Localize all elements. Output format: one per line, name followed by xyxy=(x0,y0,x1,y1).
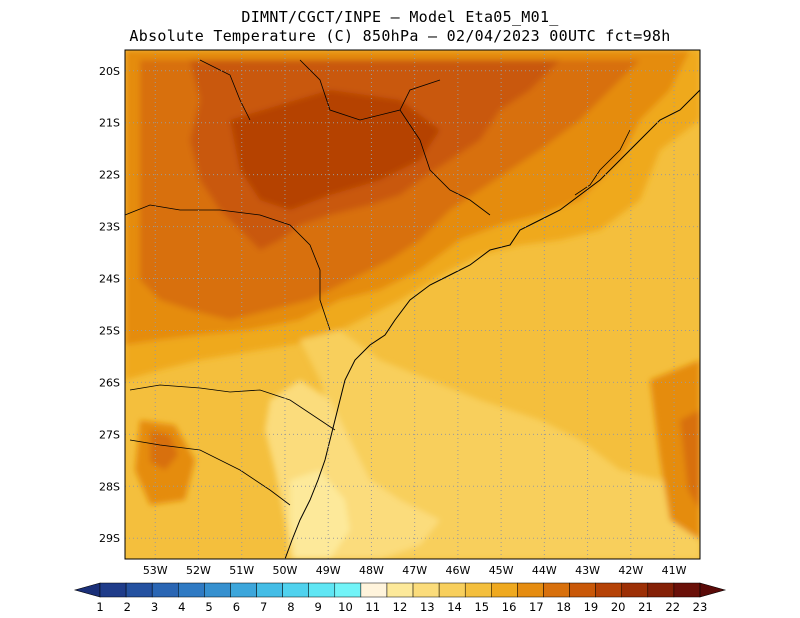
colorbar-label: 5 xyxy=(205,600,212,614)
colorbar-label: 15 xyxy=(474,600,489,614)
colorbar-swatch xyxy=(569,582,596,598)
longitude-label: 47W xyxy=(402,564,427,577)
colorbar-label: 19 xyxy=(584,600,599,614)
state-borders xyxy=(125,59,631,506)
longitude-label: 44W xyxy=(532,564,557,577)
longitude-label: 46W xyxy=(445,564,470,577)
colorbar-swatch xyxy=(151,582,179,598)
colorbar-label: 16 xyxy=(502,600,517,614)
longitude-label: 49W xyxy=(316,564,341,577)
map-title-line-2: Absolute Temperature (C) 850hPa — 02/04/… xyxy=(129,27,671,45)
colorbar-swatch xyxy=(621,582,649,598)
colorbar-swatch xyxy=(673,582,701,598)
temperature-field xyxy=(125,50,700,559)
colorbar-swatch xyxy=(438,582,466,598)
latitude-label: 23S xyxy=(99,221,120,234)
colorbar-swatch xyxy=(99,582,127,598)
map-frame xyxy=(124,49,701,560)
colorbar-label: 20 xyxy=(611,600,626,614)
colorbar-swatch xyxy=(256,582,283,598)
colorbar-swatch xyxy=(517,582,544,598)
latitude-label: 27S xyxy=(99,428,120,441)
colorbar-swatch xyxy=(204,582,231,598)
colorbar-swatch xyxy=(412,582,440,598)
colorbar-swatch xyxy=(178,582,205,598)
graticule xyxy=(125,50,700,559)
colorbar-label: 11 xyxy=(365,600,380,614)
colorbar-swatch xyxy=(595,582,622,598)
colorbar-label: 4 xyxy=(178,600,185,614)
longitude-label: 42W xyxy=(618,564,643,577)
colorbar-label: 2 xyxy=(124,600,131,614)
colorbar-swatch xyxy=(308,582,336,598)
colorbar-label: 9 xyxy=(315,600,322,614)
colorbar-label: 18 xyxy=(556,600,571,614)
latitude-label: 21S xyxy=(99,117,120,130)
colorbar-label: 22 xyxy=(665,600,680,614)
colorbar-label: 3 xyxy=(151,600,158,614)
longitude-label: 52W xyxy=(186,564,211,577)
latitude-label: 20S xyxy=(99,65,120,78)
colorbar-swatch xyxy=(282,582,309,598)
latitude-label: 29S xyxy=(99,532,120,545)
longitude-label: 48W xyxy=(359,564,384,577)
latitude-labels: 20S 21S 22S 23S 24S 25S 26S 27S 28S 29S xyxy=(99,65,120,545)
longitude-label: 41W xyxy=(662,564,687,577)
colorbar-swatch xyxy=(543,582,570,598)
colorbar-label: 23 xyxy=(693,600,708,614)
colorbar-swatch xyxy=(386,582,414,598)
latitude-label: 24S xyxy=(99,273,120,286)
latitude-label: 28S xyxy=(99,480,120,493)
colorbar: 1 2 3 4 5 6 7 8 9 10 11 12 13 14 15 16 17 18 19 20 21 22 23 xyxy=(73,582,727,614)
colorbar-label: 6 xyxy=(233,600,240,614)
latitude-label: 22S xyxy=(99,169,120,182)
colorbar-label: 10 xyxy=(338,600,353,614)
colorbar-right-arrow xyxy=(699,582,727,598)
colorbar-label: 7 xyxy=(260,600,267,614)
colorbar-swatch xyxy=(647,582,675,598)
colorbar-label: 13 xyxy=(420,600,435,614)
colorbar-label: 14 xyxy=(447,600,462,614)
colorbar-swatch xyxy=(334,582,362,598)
colorbar-label: 17 xyxy=(529,600,544,614)
colorbar-label: 8 xyxy=(287,600,294,614)
longitude-label: 53W xyxy=(143,564,168,577)
colorbar-left-arrow xyxy=(73,582,101,598)
colorbar-label: 21 xyxy=(638,600,653,614)
colorbar-swatch xyxy=(360,582,388,598)
longitude-label: 43W xyxy=(575,564,600,577)
colorbar-swatch xyxy=(464,582,492,598)
colorbar-label: 1 xyxy=(96,600,103,614)
coastline xyxy=(284,89,700,559)
colorbar-swatch xyxy=(230,582,257,598)
longitude-label: 51W xyxy=(229,564,254,577)
colorbar-swatch xyxy=(491,582,518,598)
longitude-label: 45W xyxy=(489,564,514,577)
latitude-label: 25S xyxy=(99,324,120,337)
colorbar-label: 12 xyxy=(393,600,408,614)
longitude-label: 50W xyxy=(273,564,298,577)
longitude-labels: 53W 52W 51W 50W 49W 48W 47W 46W 45W 44W 43W 42W 41W xyxy=(143,564,687,577)
latitude-label: 26S xyxy=(99,376,120,389)
colorbar-swatch xyxy=(125,582,153,598)
map-title-line-1: DIMNT/CGCT/INPE — Model Eta05_M01_ xyxy=(241,8,559,26)
